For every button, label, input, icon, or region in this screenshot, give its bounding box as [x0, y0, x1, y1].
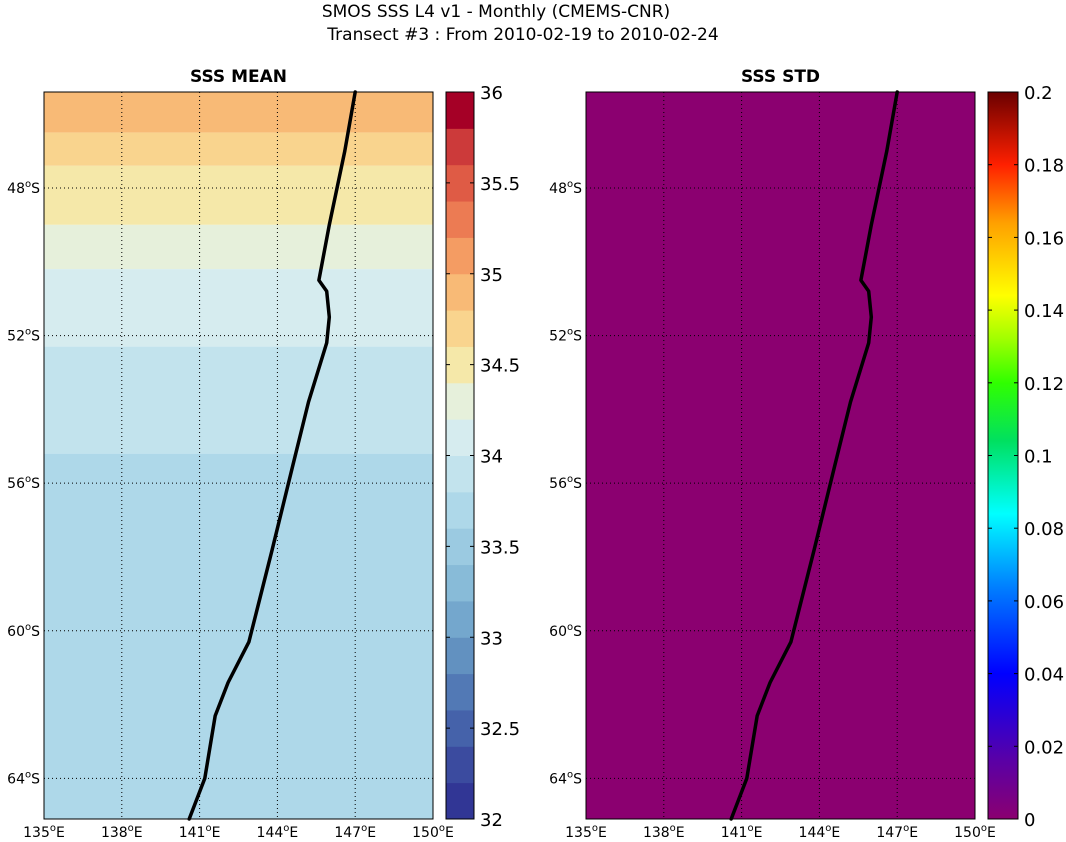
colorbar-level	[446, 491, 474, 529]
y-tick-label: 64oS	[7, 769, 40, 787]
colorbar-tick-label: 0.08	[1024, 519, 1064, 540]
colorbar-tick-label: 35.5	[480, 174, 520, 195]
colorbar-tick-label: 0.02	[1024, 737, 1064, 758]
sss-std-panel: SSS STD 135oE 138oE 141oE 144oE 147oE 150oE 48o…	[549, 67, 996, 841]
sss-mean-colorbar: 32 32.5 33 33.5 34 34.5 35 35.5 36	[445, 83, 520, 831]
salinity-band	[44, 92, 433, 133]
colorbar-level	[446, 382, 474, 420]
std-field	[586, 92, 975, 819]
colorbar-tick-label: 0.16	[1024, 228, 1064, 249]
colorbar-level	[446, 128, 474, 166]
colorbar-level	[446, 92, 474, 129]
colorbar-tick-label: 0.14	[1024, 301, 1064, 322]
x-tick-label: 150oE	[954, 823, 996, 841]
colorbar-level	[446, 201, 474, 238]
x-tick-label: 147oE	[334, 823, 376, 841]
colorbar-tick-label: 35	[480, 265, 503, 286]
y-tick-label: 52oS	[549, 327, 582, 345]
x-tick-label: 144oE	[257, 823, 299, 841]
panel-title: SSS STD	[741, 67, 820, 87]
colorbar-tick-label: 0.18	[1024, 156, 1064, 177]
x-tick-label: 141oE	[179, 823, 221, 841]
colorbar-level	[446, 709, 474, 747]
colorbar-level	[446, 746, 474, 784]
figure-subtitle: Transect #3 : From 2010-02-19 to 2010-02…	[326, 25, 718, 45]
x-tick-label: 138oE	[643, 823, 685, 841]
colorbar-tick-label: 36	[480, 83, 503, 104]
salinity-band	[44, 165, 433, 225]
colorbar-level	[446, 346, 474, 384]
y-tick-label: 60oS	[7, 622, 40, 640]
transect-track	[729, 90, 899, 821]
colorbar-level	[446, 637, 474, 675]
transect-track	[187, 90, 357, 821]
salinity-band	[44, 453, 433, 819]
y-tick-label: 52oS	[7, 327, 40, 345]
salinity-band	[44, 346, 433, 454]
plot-frame	[43, 91, 434, 820]
colorbar-level	[446, 419, 474, 456]
y-tick-label: 56oS	[549, 474, 582, 492]
colorbar-tick-label: 34.5	[480, 356, 520, 377]
colorbar-tick-label: 0.2	[1024, 83, 1053, 104]
sss-mean-panel: SSS MEAN 135oE 138oE 141oE 144oE 147oE 150oE 48…	[7, 67, 454, 841]
colorbar-level	[446, 673, 474, 711]
colorbar-level	[446, 528, 474, 566]
x-tick-label: 147oE	[876, 823, 918, 841]
salinity-band	[44, 224, 433, 270]
y-tick-label: 56oS	[7, 474, 40, 492]
colorbar-level	[446, 310, 474, 347]
colorbar-tick-label: 0.06	[1024, 592, 1064, 613]
colorbar-level	[446, 782, 474, 820]
colorbar-level	[446, 237, 474, 275]
colorbar-level	[446, 600, 474, 638]
colorbar-tick-label: 33.5	[480, 537, 520, 558]
x-tick-label: 135oE	[565, 823, 607, 841]
salinity-band	[44, 132, 433, 166]
x-tick-label: 135oE	[23, 823, 65, 841]
x-tick-label: 141oE	[721, 823, 763, 841]
colorbar-level	[446, 455, 474, 493]
colorbar-tick-label: 0.12	[1024, 374, 1064, 395]
y-tick-label: 64oS	[549, 769, 582, 787]
colorbar-tick-label: 34	[480, 447, 503, 468]
colorbar-tick-label: 0	[1024, 810, 1035, 831]
salinity-band	[44, 269, 433, 347]
colorbar-tick-label: 0.04	[1024, 665, 1064, 686]
y-tick-label: 48oS	[7, 179, 40, 197]
colorbar-level	[446, 164, 474, 202]
colorbar-tick-label: 0.1	[1024, 447, 1053, 468]
colorbar-tick-label: 32	[480, 810, 503, 831]
colorbar-tick-label: 32.5	[480, 719, 520, 740]
plot-frame	[585, 91, 976, 820]
x-tick-label: 150oE	[412, 823, 454, 841]
sss-std-colorbar: 0 0.02 0.04 0.06 0.08 0.1 0.12 0.14 0.16 0.18 0.2	[987, 83, 1064, 831]
figure-title: SMOS SSS L4 v1 - Monthly (CMEMS-CNR)	[322, 2, 670, 22]
colorbar-level	[446, 564, 474, 602]
colorbar-tick-label: 33	[480, 628, 503, 649]
colorbar-gradient	[988, 92, 1018, 819]
x-tick-label: 138oE	[101, 823, 143, 841]
y-tick-label: 60oS	[549, 622, 582, 640]
y-tick-label: 48oS	[549, 179, 582, 197]
colorbar-level	[446, 273, 474, 311]
panel-title: SSS MEAN	[190, 67, 287, 87]
x-tick-label: 144oE	[799, 823, 841, 841]
